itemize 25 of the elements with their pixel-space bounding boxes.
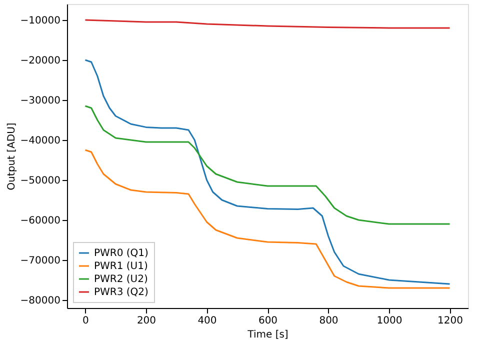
y-tick-label: −10000 <box>20 16 60 26</box>
y-tick-label: −80000 <box>20 296 60 306</box>
line-series <box>84 19 451 29</box>
legend-label: PWR0 (Q1) <box>94 248 149 259</box>
y-axis-title: Output [ADU] <box>6 122 18 190</box>
y-tick-label: −40000 <box>20 136 60 146</box>
y-tick-label: −60000 <box>20 216 60 226</box>
legend-label: PWR1 (U1) <box>94 261 148 272</box>
x-tick-label: 600 <box>258 316 278 326</box>
x-tick-label: 200 <box>136 316 156 326</box>
line-series <box>84 105 451 225</box>
x-axis-title: Time [s] <box>246 330 288 340</box>
x-tick-label: 1000 <box>376 316 402 326</box>
y-tick-label: −50000 <box>20 176 60 186</box>
y-tick-label: −20000 <box>20 56 60 66</box>
legend-label: PWR2 (U2) <box>94 274 148 285</box>
y-tick-label: −70000 <box>20 256 60 266</box>
x-tick-label: 400 <box>198 316 217 326</box>
legend-label: PWR3 (Q2) <box>94 287 149 298</box>
x-tick-label: 800 <box>319 316 338 326</box>
y-tick-label: −30000 <box>20 96 60 106</box>
line-series <box>84 149 451 289</box>
x-tick-label: 1200 <box>438 316 463 326</box>
line-series <box>84 59 451 285</box>
x-tick-label: 0 <box>82 316 89 326</box>
